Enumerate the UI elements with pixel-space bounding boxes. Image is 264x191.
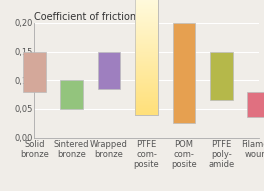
Text: Coefficient of friction μ: Coefficient of friction μ	[34, 12, 146, 22]
Bar	[210, 52, 233, 100]
Bar	[173, 23, 195, 123]
Bar	[135, 0, 158, 115]
Bar	[60, 80, 83, 109]
Bar	[23, 52, 45, 92]
Bar	[247, 92, 264, 117]
Bar	[98, 52, 120, 89]
Bar	[135, 0, 158, 115]
